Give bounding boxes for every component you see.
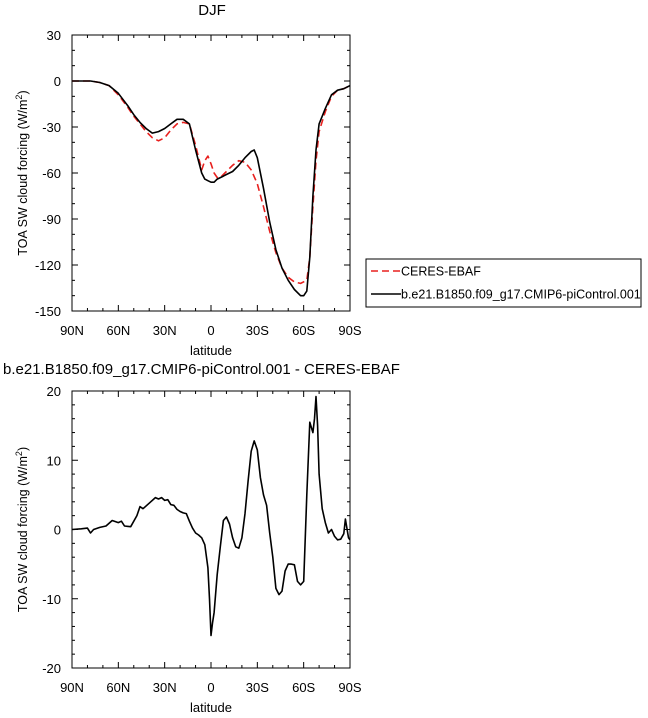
y-tick-label: -150 <box>35 304 61 319</box>
x-tick-label: 90N <box>60 680 84 695</box>
legend-label: b.e21.B1850.f09_g17.CMIP6-piControl.001 <box>401 288 641 302</box>
x-tick-label: 90S <box>338 680 361 695</box>
y-tick-label: -30 <box>42 120 61 135</box>
x-axis-label: latitude <box>190 700 232 715</box>
y-tick-label: -60 <box>42 166 61 181</box>
series-line-1 <box>72 395 350 637</box>
x-tick-label: 0 <box>207 323 214 338</box>
x-tick-label: 30S <box>246 323 269 338</box>
chart-title: DJF <box>198 2 226 19</box>
x-axis-label: latitude <box>190 343 232 358</box>
y-tick-label: -10 <box>42 592 61 607</box>
y-tick-label: -20 <box>42 661 61 676</box>
legend: CERES-EBAF b.e21.B1850.f09_g17.CMIP6-piCo… <box>365 258 642 308</box>
y-tick-label: 10 <box>47 453 61 468</box>
y-tick-label: -90 <box>42 212 61 227</box>
y-tick-label: 30 <box>47 28 61 43</box>
x-tick-label: 30S <box>246 680 269 695</box>
legend-box <box>365 258 642 308</box>
x-tick-label: 30N <box>153 680 177 695</box>
y-tick-label: -120 <box>35 258 61 273</box>
x-tick-label: 60S <box>292 680 315 695</box>
x-tick-label: 90S <box>338 323 361 338</box>
x-tick-label: 60N <box>106 680 130 695</box>
y-tick-label: 20 <box>47 384 61 399</box>
x-tick-label: 90N <box>60 323 84 338</box>
x-tick-label: 60N <box>106 323 130 338</box>
x-tick-label: 0 <box>207 680 214 695</box>
chart-panel-1: DJF 90N 60N 30N 0 30S 60S 90S 30 0 -30 -60 -90 -120 -1… <box>14 2 642 358</box>
y-tick-label: 0 <box>54 74 61 89</box>
chart-panel-2: b.e21.B1850.f09_g17.CMIP6-piControl.001 … <box>3 361 400 715</box>
legend-label: CERES-EBAF <box>401 265 481 279</box>
x-tick-label: 60S <box>292 323 315 338</box>
series-line-2 <box>72 80 350 297</box>
chart-title: b.e21.B1850.f09_g17.CMIP6-piControl.001 … <box>3 361 400 378</box>
y-axis-label: TOA SW cloud forcing (W/m2) <box>14 90 30 255</box>
y-axis-label: TOA SW cloud forcing (W/m2) <box>14 447 30 612</box>
x-tick-label: 30N <box>153 323 177 338</box>
y-tick-label: 0 <box>54 523 61 538</box>
